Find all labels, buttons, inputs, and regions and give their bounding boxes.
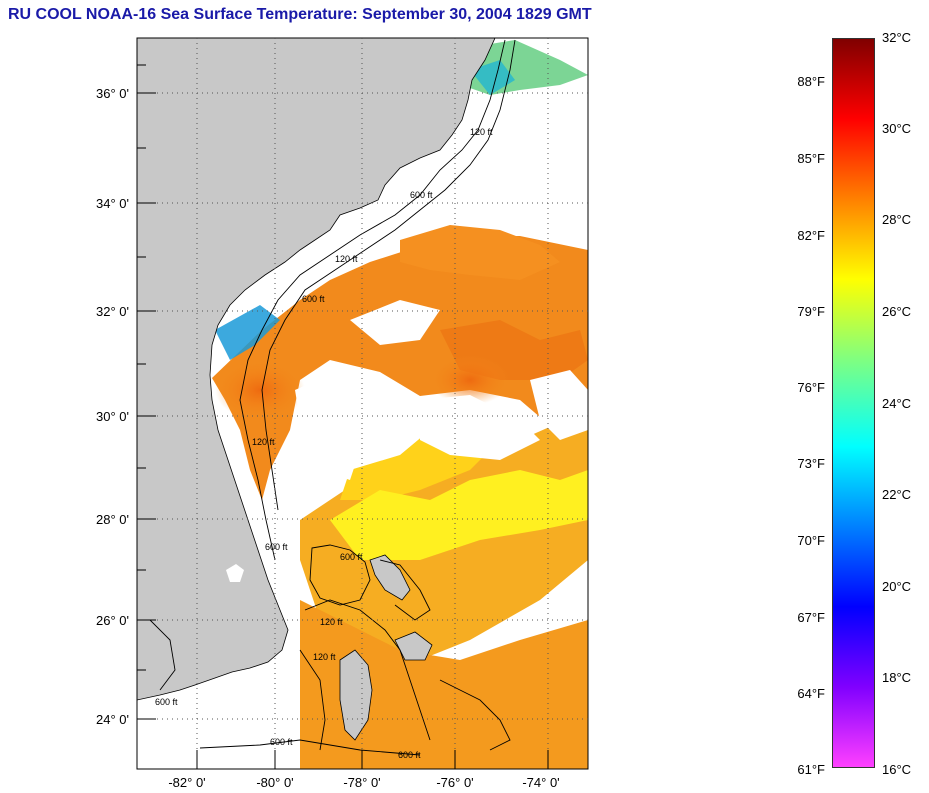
contour-label: 120 ft xyxy=(320,617,343,627)
colorbar-f-label: 82°F xyxy=(797,228,825,243)
lon-label: -76° 0' xyxy=(436,775,474,790)
colorbar-f-label: 76°F xyxy=(797,380,825,395)
contour-label: 600 ft xyxy=(155,697,178,707)
contour-label: 120 ft xyxy=(252,437,275,447)
colorbar-f-label: 88°F xyxy=(797,74,825,89)
contour-label: 600 ft xyxy=(398,750,421,760)
contour-label: 120 ft xyxy=(313,652,336,662)
lon-label: -78° 0' xyxy=(343,775,381,790)
florida-lake xyxy=(226,564,244,582)
colorbar-c-label: 32°C xyxy=(882,30,912,45)
lon-label: -82° 0' xyxy=(168,775,206,790)
colorbar-c-label: 20°C xyxy=(882,579,912,594)
colorbar-c-label: 24°C xyxy=(882,396,912,411)
bahamas xyxy=(339,554,433,741)
lat-label: 24° 0' xyxy=(96,712,129,727)
map-title: RU COOL NOAA-16 Sea Surface Temperature:… xyxy=(8,6,592,23)
colorbar-c-label: 18°C xyxy=(882,670,912,685)
isobath-contours xyxy=(149,39,516,756)
colorbar-c-label: 30°C xyxy=(882,121,912,136)
contour-label: 600 ft xyxy=(302,294,325,304)
colorbar-f-label: 70°F xyxy=(797,533,825,548)
lat-label: 34° 0' xyxy=(96,196,129,211)
colorbar-f-label: 79°F xyxy=(797,304,825,319)
colorbar-f-label: 67°F xyxy=(797,610,825,625)
lat-label: 36° 0' xyxy=(96,86,129,101)
graticule xyxy=(137,38,588,769)
colorbar-f-label: 61°F xyxy=(797,762,825,777)
colorbar-c-label: 28°C xyxy=(882,212,912,227)
colorbar-c-label: 22°C xyxy=(882,487,912,502)
contour-label: 120 ft xyxy=(335,254,358,264)
colorbar-f-label: 64°F xyxy=(797,686,825,701)
axis-ticks xyxy=(137,64,549,769)
contour-label: 120 ft xyxy=(470,127,493,137)
land-mainland xyxy=(137,38,496,701)
lat-label: 30° 0' xyxy=(96,409,129,424)
contour-label: 600 ft xyxy=(410,190,433,200)
contour-labels: 120 ft 600 ft 120 ft 600 ft 120 ft 600 f… xyxy=(155,127,493,760)
lat-label: 26° 0' xyxy=(96,613,129,628)
sst-colorbar xyxy=(832,38,875,768)
lat-label: 28° 0' xyxy=(96,512,129,527)
contour-label: 600 ft xyxy=(265,542,288,552)
lat-label: 32° 0' xyxy=(96,304,129,319)
colorbar-c-label: 16°C xyxy=(882,762,912,777)
contour-label: 600 ft xyxy=(340,552,363,562)
colorbar-f-label: 85°F xyxy=(797,151,825,166)
lon-label: -80° 0' xyxy=(256,775,294,790)
colorbar-c-label: 26°C xyxy=(882,304,912,319)
sst-warm-water xyxy=(212,40,588,769)
colorbar-f-label: 73°F xyxy=(797,456,825,471)
lon-label: -74° 0' xyxy=(522,775,560,790)
contour-label: 600 ft xyxy=(270,737,293,747)
